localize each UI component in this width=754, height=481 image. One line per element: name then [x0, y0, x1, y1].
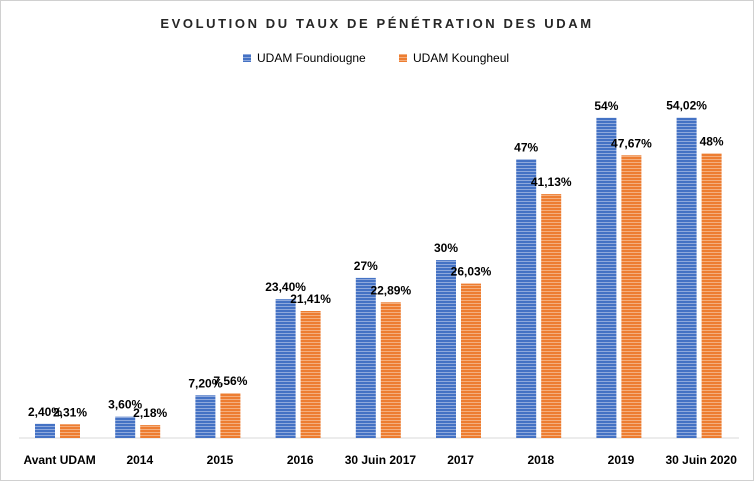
data-label-koungheul-3: 21,41% — [290, 292, 331, 306]
bar-koungheul-8 — [701, 153, 722, 438]
bar-foundiougne-7 — [596, 117, 617, 439]
data-label-foundiougne-8: 54,02% — [666, 99, 707, 113]
x-tick-label-2: 2015 — [207, 453, 234, 467]
bar-koungheul-6 — [541, 194, 562, 438]
bar-koungheul-1 — [140, 425, 161, 438]
data-label-foundiougne-0: 2,40% — [28, 405, 62, 419]
data-label-koungheul-0: 2,31% — [53, 405, 87, 419]
data-labels-layer: 2,40%2,31% 3,60%2,18% 7,20%7,56% 23,40%21,4… — [28, 99, 724, 420]
data-label-foundiougne-7: 54% — [594, 99, 618, 113]
bar-koungheul-5 — [461, 283, 481, 438]
legend-swatch-foundiougne — [243, 54, 251, 62]
x-tick-labels: Avant UDAM 2014 2015 2016 30 Juin 2017 2017 20… — [23, 453, 737, 467]
data-label-koungheul-6: 41,13% — [531, 175, 572, 189]
data-label-koungheul-7: 47,67% — [611, 136, 652, 150]
x-tick-label-1: 2014 — [126, 453, 153, 467]
bar-foundiougne-6 — [516, 159, 537, 439]
data-label-koungheul-1: 2,18% — [133, 406, 167, 420]
bar-koungheul-7 — [621, 155, 642, 439]
x-tick-label-7: 2019 — [608, 453, 635, 467]
legend-swatch-koungheul — [399, 54, 407, 62]
x-tick-label-4: 30 Juin 2017 — [345, 453, 417, 467]
x-tick-label-0: Avant UDAM — [23, 453, 95, 467]
bar-foundiougne-5 — [436, 260, 456, 438]
data-label-foundiougne-3: 23,40% — [265, 280, 306, 294]
data-label-foundiougne-5: 30% — [434, 241, 458, 255]
legend-label-foundiougne: UDAM Foundiougne — [257, 51, 366, 65]
x-tick-label-5: 2017 — [447, 453, 474, 467]
x-tick-label-8: 30 Juin 2020 — [666, 453, 738, 467]
data-label-foundiougne-6: 47% — [514, 140, 538, 154]
bar-koungheul-4 — [380, 302, 401, 438]
legend-label-koungheul: UDAM Koungheul — [413, 51, 509, 65]
x-tick-label-6: 2018 — [527, 453, 554, 467]
bar-foundiougne-1 — [115, 416, 136, 438]
data-label-foundiougne-1: 3,60% — [108, 398, 142, 412]
bar-koungheul-2 — [220, 393, 241, 438]
data-label-koungheul-5: 26,03% — [451, 265, 492, 279]
bars-layer — [35, 117, 722, 439]
x-tick-label-3: 2016 — [287, 453, 314, 467]
bar-foundiougne-4 — [355, 277, 376, 438]
data-label-koungheul-8: 48% — [700, 134, 724, 148]
bar-foundiougne-8 — [676, 117, 697, 438]
bar-foundiougne-0 — [35, 423, 55, 438]
bar-koungheul-3 — [300, 311, 321, 438]
data-label-foundiougne-2: 7,20% — [188, 376, 222, 390]
data-label-koungheul-4: 22,89% — [370, 283, 411, 297]
chart-title: EVOLUTION DU TAUX DE PÉNÉTRATION DES UDA… — [160, 16, 593, 31]
legend: UDAM Foundiougne UDAM Koungheul — [243, 51, 509, 65]
data-label-koungheul-2: 7,56% — [213, 374, 247, 388]
bar-foundiougne-2 — [195, 395, 216, 438]
data-label-foundiougne-4: 27% — [354, 259, 378, 273]
bar-foundiougne-3 — [275, 299, 296, 438]
bar-koungheul-0 — [60, 424, 80, 438]
